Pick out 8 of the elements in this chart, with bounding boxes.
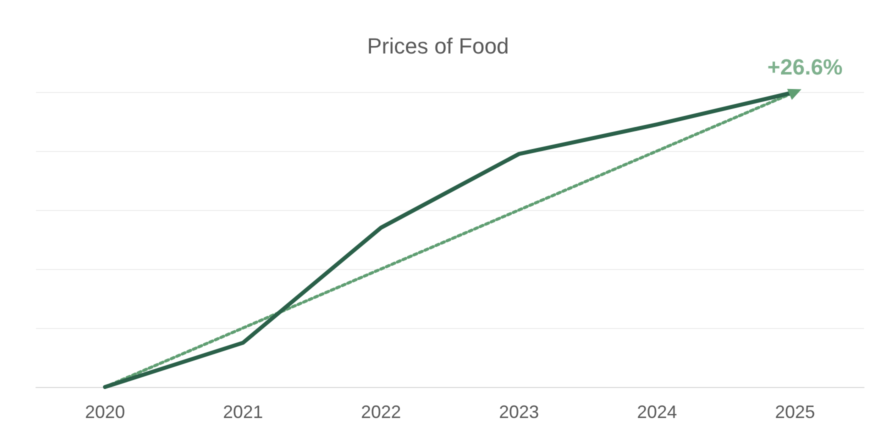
x-tick-label: 2021 [222, 402, 264, 422]
x-tick-label: 2024 [636, 402, 678, 422]
x-tick-label: 2025 [774, 402, 816, 422]
annotation: +26.6% [767, 54, 843, 80]
x-tick-label: 2020 [84, 402, 126, 422]
chart-title: Prices of Food [367, 34, 509, 58]
x-tick-label: 2022 [360, 402, 402, 422]
x-tick-label: 2023 [498, 402, 540, 422]
